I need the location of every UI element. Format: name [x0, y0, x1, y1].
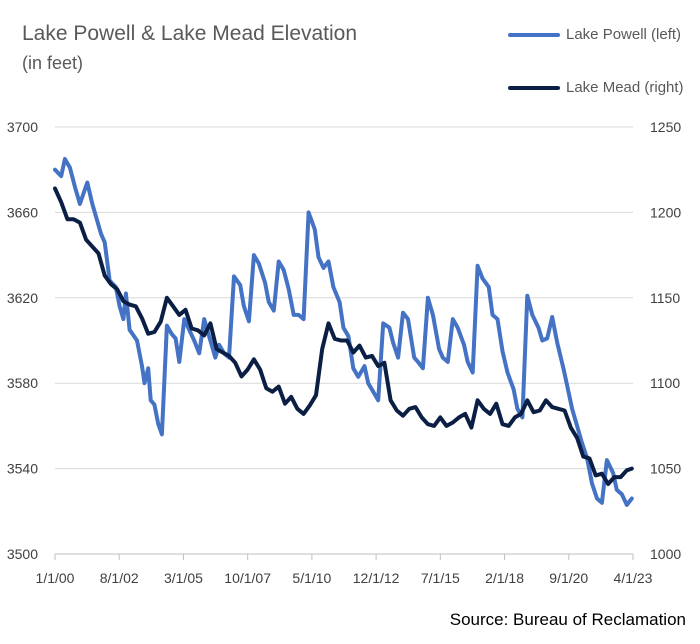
- y-right-tick-label: 1250: [650, 119, 681, 135]
- x-tick-label: 12/1/12: [353, 570, 400, 586]
- x-tick-label: 10/1/07: [224, 570, 271, 586]
- y-left-tick-label: 3500: [7, 546, 38, 562]
- y-left-tick-label: 3660: [7, 204, 38, 220]
- x-tick-label: 2/1/18: [485, 570, 524, 586]
- y-right-tick-label: 1200: [650, 204, 681, 220]
- y-left-tick-label: 3620: [7, 290, 38, 306]
- y-left-tick-label: 3700: [7, 119, 38, 135]
- y-right-tick-label: 1100: [650, 375, 680, 391]
- x-tick-label: 3/1/05: [164, 570, 203, 586]
- legend-swatch-powell: [508, 32, 560, 37]
- chart-title: Lake Powell & Lake Mead Elevation: [22, 22, 358, 45]
- x-tick-label: 7/1/15: [421, 570, 460, 586]
- source-note: Source: Bureau of Reclamation: [449, 610, 686, 629]
- y-left-tick-label: 3540: [7, 461, 38, 477]
- x-tick-label: 1/1/00: [36, 570, 75, 586]
- legend-item-powell: Lake Powell (left): [508, 26, 681, 43]
- legend-label-mead: Lake Mead (right): [566, 79, 684, 96]
- x-tick-label: 4/1/23: [614, 570, 653, 586]
- chart-subtitle: (in feet): [22, 53, 84, 73]
- legend-label-powell: Lake Powell (left): [566, 26, 682, 43]
- x-tick-label: 5/1/10: [292, 570, 331, 586]
- series-line-powell: [53, 157, 634, 507]
- y-left-tick-label: 3580: [7, 375, 38, 391]
- series-line-mead: [53, 186, 634, 486]
- y-right-tick-label: 1150: [650, 290, 680, 306]
- y-right-tick-label: 1000: [650, 546, 681, 562]
- x-tick-label: 9/1/20: [549, 570, 588, 586]
- x-tick-label: 8/1/02: [100, 570, 139, 586]
- legend-item-mead: Lake Mead (right): [508, 79, 684, 96]
- y-right-tick-label: 1050: [650, 461, 681, 477]
- legend-swatch-mead: [508, 85, 560, 90]
